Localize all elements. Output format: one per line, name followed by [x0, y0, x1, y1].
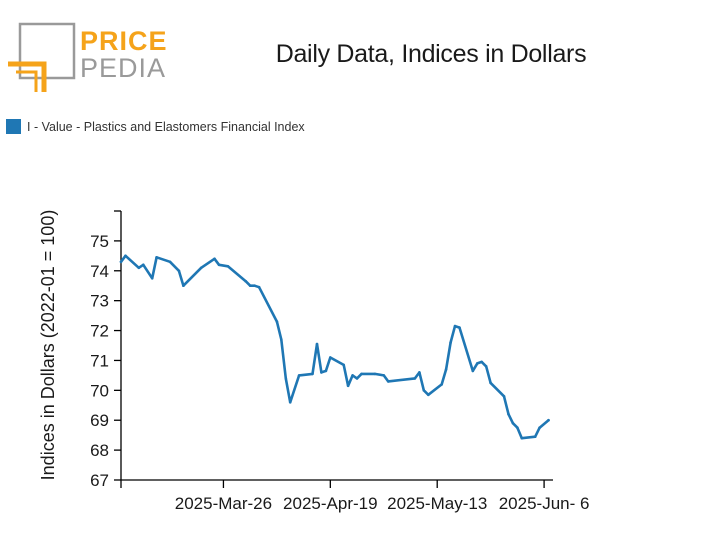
data-point[interactable] — [119, 260, 123, 264]
data-point[interactable] — [471, 369, 475, 373]
x-tick-label: 2025-Apr-19 — [283, 494, 378, 513]
chart-title: Daily Data, Indices in Dollars — [275, 40, 587, 68]
data-point[interactable] — [511, 421, 515, 425]
data-point[interactable] — [315, 342, 319, 346]
y-tick-label: 70 — [90, 381, 109, 400]
data-point[interactable] — [177, 269, 181, 273]
y-axis-title: Indices in Dollars (2022-01 = 100) — [38, 210, 58, 481]
legend-swatch — [6, 119, 21, 134]
data-point[interactable] — [257, 285, 261, 289]
data-point[interactable] — [516, 426, 519, 430]
data-point[interactable] — [422, 389, 426, 392]
data-point[interactable] — [155, 255, 158, 259]
y-axis: 67 68 69 70 71 72 73 74 75 — [90, 210, 122, 490]
data-point[interactable] — [382, 374, 386, 377]
data-point[interactable] — [538, 426, 541, 430]
data-point[interactable] — [226, 265, 230, 268]
series-line[interactable] — [119, 254, 550, 440]
data-point[interactable] — [342, 363, 346, 367]
x-axis: 2025-Mar-26 2025-Apr-19 2025-May-13 2025-Ju… — [120, 479, 590, 513]
logo-frame-gray — [18, 22, 76, 80]
data-point[interactable] — [137, 266, 141, 270]
data-point[interactable] — [489, 381, 492, 385]
data-point[interactable] — [444, 368, 448, 371]
data-point[interactable] — [124, 254, 127, 258]
data-point[interactable] — [440, 383, 444, 386]
y-tick-label: 67 — [90, 471, 109, 490]
data-point[interactable] — [320, 371, 323, 374]
y-tick-label: 69 — [90, 411, 109, 430]
y-tick-label: 71 — [90, 351, 109, 370]
data-point[interactable] — [244, 279, 247, 283]
legend[interactable]: I - Value - Plastics and Elastomers Fina… — [6, 119, 305, 134]
data-point[interactable] — [520, 436, 524, 440]
logo-word-pedia: PEDIA — [80, 53, 166, 83]
logo-bracket-orange — [8, 61, 47, 92]
data-point[interactable] — [297, 374, 301, 377]
legend-label: I - Value - Plastics and Elastomers Fina… — [27, 119, 305, 134]
pricepedia-logo: PRICE PEDIA — [8, 22, 166, 92]
series-layer — [119, 254, 550, 440]
logo-word-price: PRICE — [80, 26, 166, 56]
data-point[interactable] — [355, 377, 359, 380]
y-tick-label: 75 — [90, 232, 109, 251]
data-point[interactable] — [507, 412, 510, 416]
data-point[interactable] — [480, 360, 484, 364]
data-point[interactable] — [284, 377, 288, 380]
data-point[interactable] — [346, 384, 350, 388]
y-tick-label: 74 — [90, 262, 109, 281]
data-point[interactable] — [386, 380, 390, 383]
data-point[interactable] — [427, 393, 430, 397]
data-point[interactable] — [150, 277, 154, 280]
data-point[interactable] — [280, 338, 283, 341]
x-tick-label: 2025-May-13 — [387, 494, 487, 513]
data-point[interactable] — [502, 395, 506, 398]
data-point[interactable] — [418, 371, 421, 374]
data-point[interactable] — [547, 418, 550, 422]
data-point[interactable] — [484, 365, 488, 368]
data-point[interactable] — [288, 401, 292, 404]
data-point[interactable] — [182, 284, 185, 288]
data-point[interactable] — [449, 341, 452, 344]
y-tick-label: 68 — [90, 441, 109, 460]
x-tick-label: 2025-Jun- 6 — [499, 494, 590, 513]
data-point[interactable] — [360, 372, 363, 376]
data-point[interactable] — [324, 369, 328, 373]
x-tick-label: 2025-Mar-26 — [175, 494, 272, 513]
data-point[interactable] — [329, 356, 332, 359]
data-point[interactable] — [248, 284, 252, 288]
data-point[interactable] — [168, 260, 172, 264]
data-point[interactable] — [217, 263, 221, 267]
data-point[interactable] — [275, 320, 279, 323]
logo-bracket-orange-inner — [16, 70, 38, 92]
y-tick-label: 73 — [90, 292, 109, 311]
data-point[interactable] — [311, 372, 314, 376]
data-point[interactable] — [213, 257, 216, 261]
data-point[interactable] — [413, 377, 417, 380]
data-point[interactable] — [253, 284, 256, 288]
data-point[interactable] — [533, 435, 537, 439]
data-point[interactable] — [458, 326, 461, 329]
data-point[interactable] — [142, 263, 145, 267]
data-point[interactable] — [373, 372, 377, 376]
data-point[interactable] — [476, 362, 479, 365]
data-point[interactable] — [199, 266, 203, 270]
data-point[interactable] — [351, 374, 354, 377]
y-tick-label: 72 — [90, 322, 109, 341]
data-point[interactable] — [453, 324, 457, 328]
